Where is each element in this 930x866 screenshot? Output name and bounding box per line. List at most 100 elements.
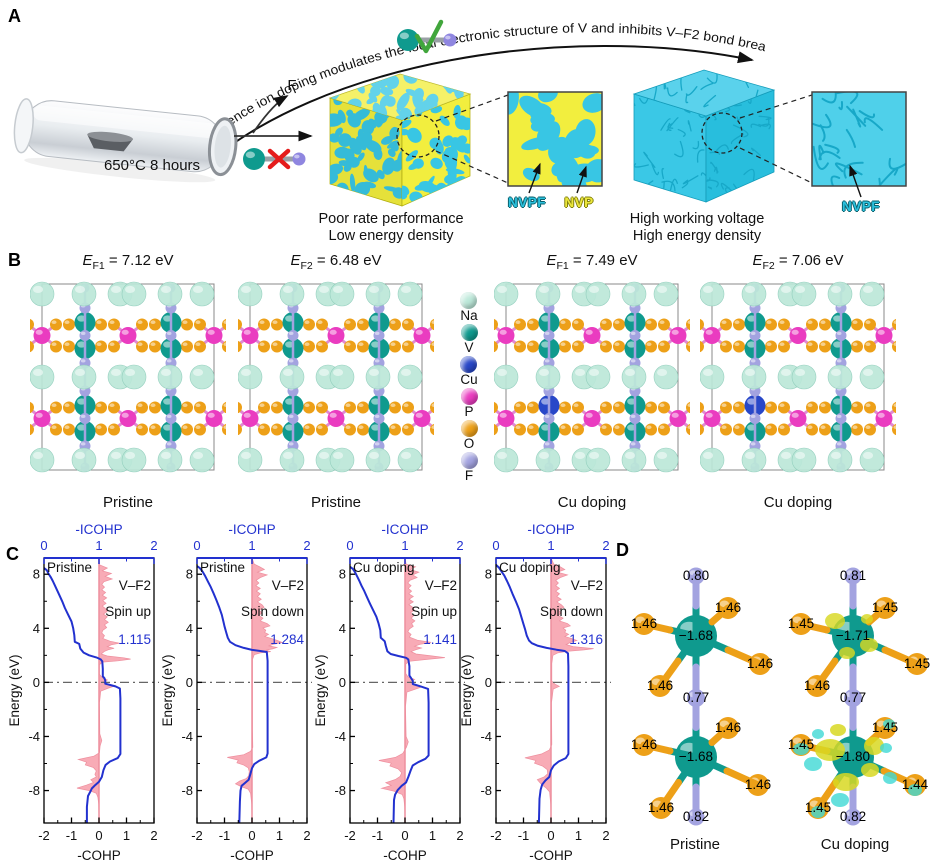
cu-doping-caption: Cu doping bbox=[820, 836, 890, 853]
cohp-plot-svg: 0 1 2 -ICOHP 8 4 0 -4 -8 Energy (eV) -2 -1 0 1 2 -COHP C… bbox=[313, 522, 465, 863]
atom-sphere bbox=[258, 318, 270, 331]
atom-sphere bbox=[108, 401, 120, 414]
e-value: = 7.12 eV bbox=[108, 252, 174, 269]
fermi-energy-title: EF1 = 7.49 eV bbox=[494, 252, 690, 274]
structure-caption: Cu doping bbox=[763, 494, 833, 511]
icohp-tick-label: 2 bbox=[456, 538, 463, 553]
atom-sphere bbox=[583, 410, 601, 427]
nvpf-phase-label: NVPF bbox=[507, 195, 546, 210]
atom-sphere bbox=[327, 410, 345, 427]
e-symbol: E bbox=[290, 252, 301, 269]
atom-sphere bbox=[389, 401, 401, 414]
atom-sphere bbox=[572, 318, 584, 331]
nvpf-phase-label-2: NVPF bbox=[841, 199, 880, 214]
bader-charge-structures: 0.80 −1.68 0.77 −1.68 0.82 1.46 1.46 1.46 1.46 1.… bbox=[631, 567, 930, 826]
atom-sphere bbox=[50, 401, 62, 414]
atom-sphere bbox=[258, 401, 270, 414]
bader-charge-label: 1.44 bbox=[902, 777, 929, 792]
atom-sphere bbox=[344, 401, 356, 414]
icohp-tick-label: 0 bbox=[40, 538, 47, 553]
atom-sphere bbox=[733, 318, 745, 331]
atom-sphere bbox=[189, 364, 215, 390]
atom-sphere bbox=[765, 423, 777, 436]
atom-sphere bbox=[108, 423, 120, 436]
icohp-tick-label: 1 bbox=[95, 538, 102, 553]
bader-charge-label: 1.46 bbox=[747, 656, 773, 671]
energy-tick-label: 0 bbox=[186, 675, 193, 690]
energy-tick-label: 8 bbox=[339, 567, 346, 582]
atom-sphere bbox=[149, 423, 161, 436]
energy-axis-label: Energy (eV) bbox=[8, 654, 22, 726]
atom-sphere bbox=[629, 330, 641, 341]
charge-density-blob bbox=[815, 739, 845, 761]
atom-sphere bbox=[29, 447, 55, 473]
atom-sphere bbox=[600, 401, 612, 414]
atom-sphere bbox=[63, 318, 75, 331]
atom-sphere bbox=[514, 423, 526, 436]
cohp-tick-label: 2 bbox=[456, 828, 463, 843]
atom-sphere bbox=[194, 318, 206, 331]
atom-sphere bbox=[194, 423, 206, 436]
cohp-plot-svg: 0 1 2 -ICOHP 8 4 0 -4 -8 Energy (eV) -2 -1 0 1 2 -COHP P… bbox=[160, 522, 312, 863]
cube2-caption-line1: High working voltage bbox=[629, 211, 765, 227]
charge-density-blob bbox=[861, 763, 879, 777]
cohp-tick-label: 0 bbox=[95, 828, 102, 843]
e-subscript: F2 bbox=[762, 260, 775, 272]
atom-sphere bbox=[493, 447, 519, 473]
atom-sphere bbox=[859, 281, 885, 307]
energy-tick-label: -8 bbox=[28, 783, 40, 798]
energy-tick-label: -4 bbox=[334, 729, 346, 744]
cube1-caption-line2: Low energy density bbox=[328, 228, 454, 244]
atom-sphere bbox=[402, 340, 414, 353]
atom-sphere bbox=[806, 340, 818, 353]
legend-label: V bbox=[464, 340, 474, 355]
legend-item-p: P bbox=[460, 388, 478, 419]
atom-sphere bbox=[645, 401, 657, 414]
atom-sphere bbox=[658, 401, 670, 414]
nvpf2-pointer-arrow bbox=[849, 164, 862, 198]
atom-sphere bbox=[50, 340, 62, 353]
energy-tick-label: 0 bbox=[339, 675, 346, 690]
atom-sphere bbox=[357, 423, 369, 436]
atom-sphere bbox=[71, 281, 97, 307]
atom-sphere bbox=[303, 401, 315, 414]
cube1-caption-line1: Poor rate performance bbox=[318, 211, 464, 227]
charge-density-blob bbox=[812, 729, 824, 739]
atom-sphere bbox=[827, 447, 853, 473]
atom-sphere bbox=[357, 318, 369, 331]
atom-sphere bbox=[669, 327, 687, 344]
energy-tick-label: -8 bbox=[480, 783, 492, 798]
atom-sphere bbox=[327, 327, 345, 344]
atom-sphere bbox=[157, 281, 183, 307]
atom-sphere bbox=[181, 423, 193, 436]
energy-tick-label: 8 bbox=[33, 567, 40, 582]
icohp-curve bbox=[349, 565, 430, 824]
atom-sphere bbox=[413, 410, 431, 427]
cohp-tick-label: 1 bbox=[276, 828, 283, 843]
cube1-caption: Poor rate performance Low energy density bbox=[300, 211, 482, 245]
atom-sphere bbox=[585, 447, 611, 473]
icohp-value-label: 1.284 bbox=[270, 632, 304, 647]
atom-sphere bbox=[827, 281, 853, 307]
atom-sphere bbox=[613, 401, 625, 414]
atom-sphere bbox=[189, 447, 215, 473]
charge-density-blob bbox=[839, 647, 855, 659]
atom-sphere bbox=[402, 423, 414, 436]
atom-sphere bbox=[778, 401, 790, 414]
atom-sphere bbox=[543, 413, 555, 424]
charge-density-blob bbox=[883, 772, 897, 784]
fluorine-gas-label: F bbox=[287, 77, 297, 94]
icohp-axis-label: -ICOHP bbox=[527, 522, 574, 537]
bader-charge-label: 1.46 bbox=[647, 678, 673, 693]
atom-sphere bbox=[514, 318, 526, 331]
atom-sphere bbox=[645, 423, 657, 436]
atom-sphere bbox=[365, 281, 391, 307]
atom-sphere bbox=[344, 318, 356, 331]
cohp-spectrum bbox=[227, 557, 284, 824]
atom-sphere bbox=[629, 413, 641, 424]
o-atom-icon bbox=[460, 420, 478, 437]
atom-sphere bbox=[741, 281, 767, 307]
atom-sphere bbox=[237, 281, 263, 307]
atom-sphere bbox=[720, 401, 732, 414]
